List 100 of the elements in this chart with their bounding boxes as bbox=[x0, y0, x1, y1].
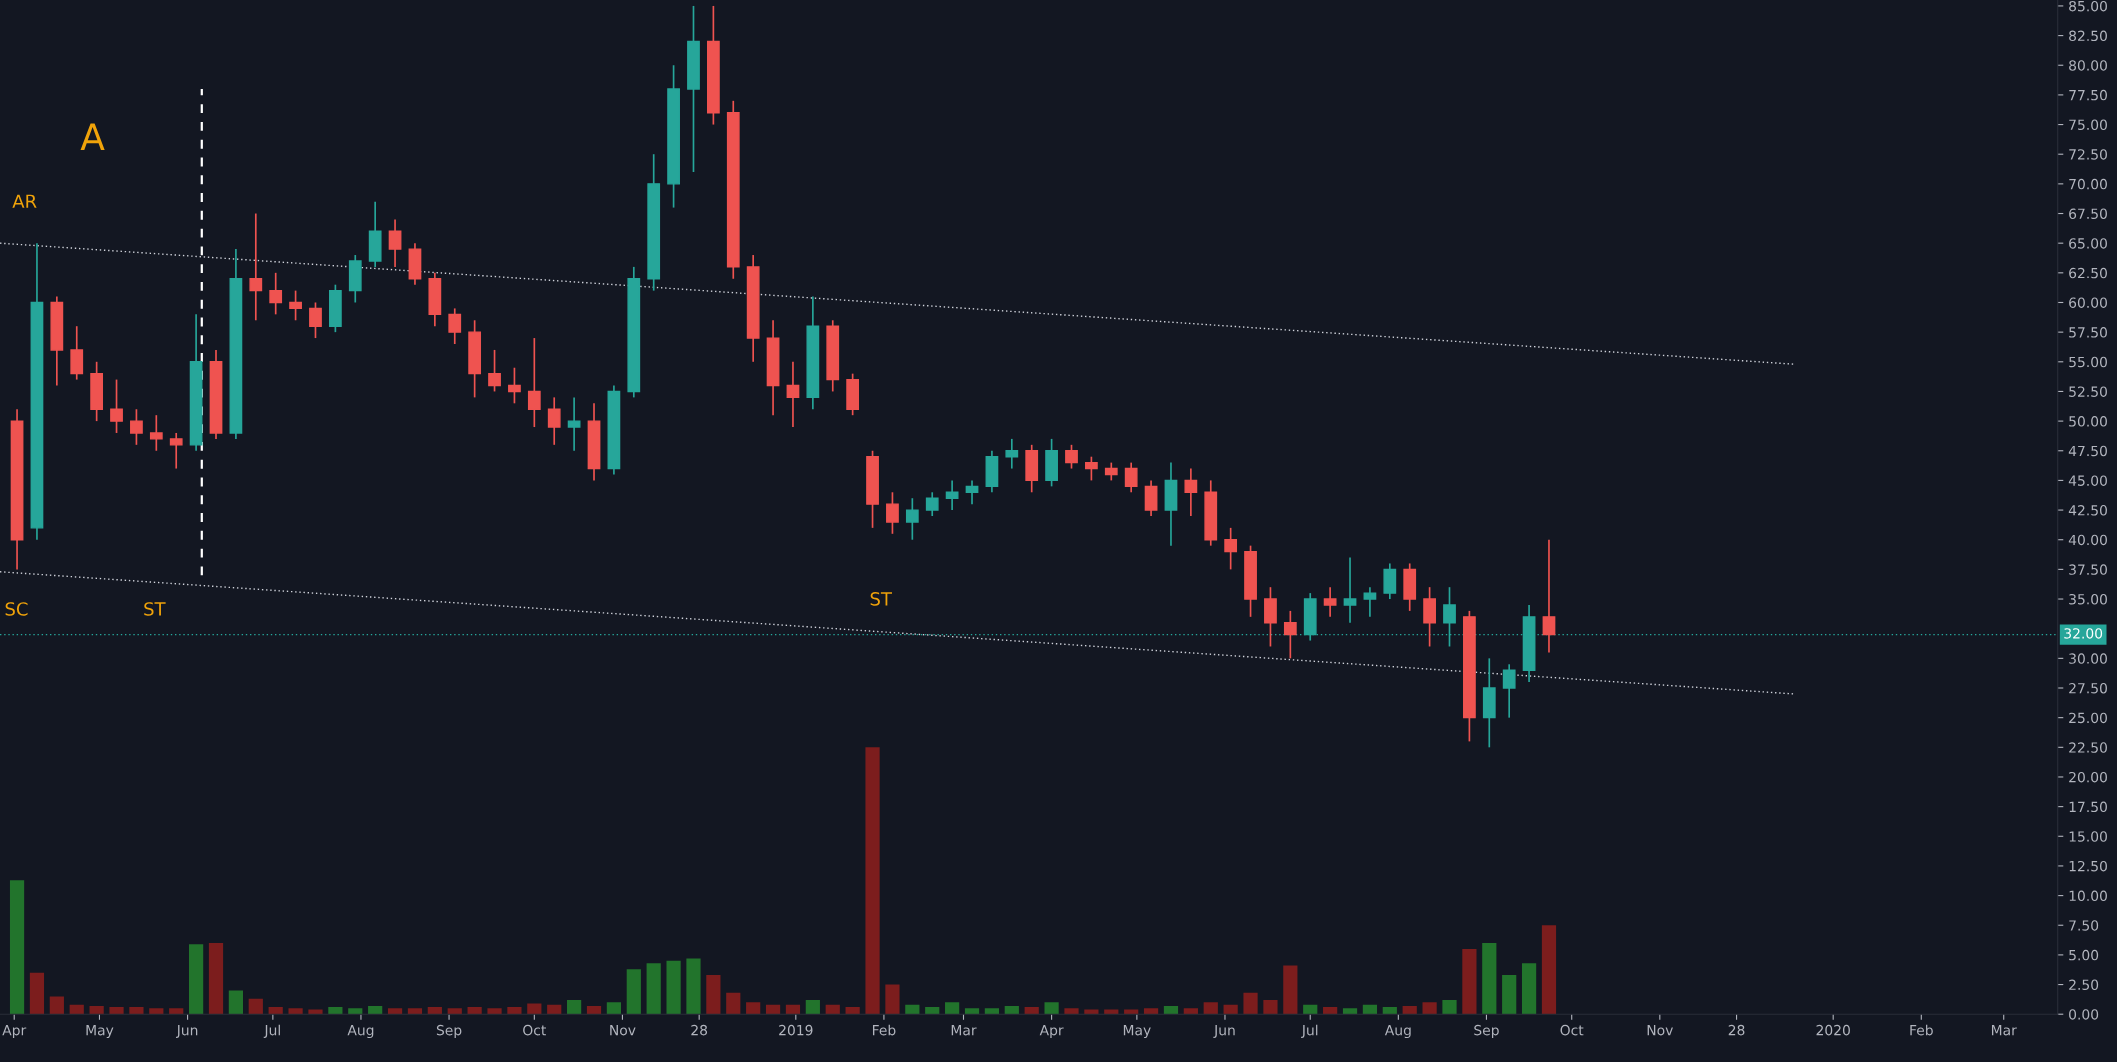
annotation: ST bbox=[144, 602, 166, 616]
x-tick-label: Feb bbox=[872, 1024, 896, 1036]
y-tick-label: 55.00 bbox=[2069, 356, 2107, 368]
bar bbox=[865, 747, 880, 1015]
bar bbox=[69, 1004, 84, 1015]
bar bbox=[805, 999, 820, 1015]
y-tick-label: 27.50 bbox=[2069, 682, 2107, 694]
candlestick bbox=[925, 491, 939, 517]
x-tick-label: Sep bbox=[436, 1024, 462, 1039]
candlestick bbox=[1323, 586, 1337, 618]
bar bbox=[1303, 1004, 1318, 1015]
y-tick-label: 37.50 bbox=[2069, 564, 2107, 575]
bar bbox=[1223, 1004, 1238, 1015]
bar bbox=[1362, 1004, 1378, 1015]
y-tick-label: 35.00 bbox=[2069, 594, 2107, 605]
bar bbox=[1442, 999, 1457, 1015]
bar bbox=[1064, 1008, 1079, 1015]
bar bbox=[1143, 1008, 1159, 1015]
bar bbox=[1521, 963, 1537, 1015]
bar bbox=[9, 880, 25, 1015]
candlestick bbox=[1502, 663, 1516, 719]
y-tick-label: 22.50 bbox=[2069, 742, 2107, 753]
bar bbox=[268, 1007, 283, 1015]
annotation: SC bbox=[5, 602, 28, 616]
bar bbox=[1183, 1008, 1198, 1015]
candlestick bbox=[1184, 467, 1198, 517]
bar bbox=[1482, 943, 1497, 1015]
candlestick bbox=[1363, 586, 1377, 618]
bar bbox=[1402, 1005, 1417, 1015]
y-tick-label: 77.50 bbox=[2069, 89, 2107, 101]
candlestick bbox=[1124, 461, 1138, 494]
candlestick bbox=[1224, 527, 1238, 571]
bar bbox=[765, 1004, 781, 1015]
x-tick-label: Apr bbox=[2, 1025, 27, 1039]
bar bbox=[1243, 992, 1258, 1015]
bar bbox=[407, 1008, 423, 1015]
ref-line-label: 32.00 bbox=[2064, 628, 2103, 639]
bar bbox=[129, 1007, 144, 1015]
bar bbox=[885, 984, 900, 1015]
candlestick bbox=[448, 307, 462, 345]
y-tick-label: 10.00 bbox=[2069, 890, 2107, 902]
x-tick-label: Nov bbox=[1647, 1025, 1673, 1036]
x-tick-label: 2020 bbox=[1816, 1024, 1850, 1036]
x-tick-label: Aug bbox=[1384, 1025, 1411, 1039]
x-tick-label: May bbox=[1123, 1025, 1151, 1039]
bar bbox=[825, 1004, 840, 1015]
x-tick-label: Feb bbox=[1910, 1024, 1933, 1036]
x-tick-label: Apr bbox=[1039, 1025, 1064, 1039]
x-tick-label: Mar bbox=[951, 1025, 977, 1036]
y-tick-label: 65.00 bbox=[2069, 238, 2107, 249]
annotation: A bbox=[80, 123, 105, 150]
candlestick bbox=[965, 479, 979, 505]
candlestick bbox=[786, 360, 800, 428]
bar bbox=[1323, 1007, 1338, 1015]
bar bbox=[1044, 1002, 1059, 1015]
bar bbox=[925, 1007, 940, 1015]
candlestick bbox=[1283, 610, 1297, 660]
candlestick bbox=[945, 479, 959, 511]
y-tick-label: 52.50 bbox=[2069, 386, 2107, 397]
bar bbox=[1104, 1009, 1119, 1015]
candlestick bbox=[547, 396, 561, 446]
bar bbox=[905, 1004, 920, 1015]
bar bbox=[487, 1008, 502, 1015]
bar bbox=[248, 998, 263, 1015]
candlestick bbox=[249, 212, 263, 322]
x-tick-label: Jun bbox=[176, 1025, 198, 1038]
y-tick-label: 17.50 bbox=[2069, 801, 2107, 813]
y-tick-label: 0.00 bbox=[2069, 1009, 2099, 1020]
x-tick-label: Nov bbox=[610, 1025, 636, 1036]
bar bbox=[686, 958, 701, 1015]
bar bbox=[726, 992, 741, 1015]
y-tick-label: 12.50 bbox=[2069, 860, 2107, 872]
candlestick bbox=[1085, 455, 1098, 482]
x-tick-label: Mar bbox=[1991, 1025, 2017, 1036]
bar bbox=[646, 963, 661, 1015]
bar bbox=[109, 1007, 124, 1015]
candlestick bbox=[1264, 586, 1277, 648]
bar bbox=[1163, 1005, 1179, 1015]
bar bbox=[1422, 1002, 1437, 1015]
bar bbox=[567, 999, 582, 1015]
bar bbox=[228, 990, 243, 1015]
bar bbox=[1502, 975, 1517, 1015]
x-tick-label: Jul bbox=[1301, 1024, 1318, 1038]
candlestick bbox=[269, 271, 283, 316]
x-tick-label: Oct bbox=[523, 1024, 546, 1036]
bar bbox=[189, 944, 204, 1015]
annotation: AR bbox=[12, 194, 37, 208]
bar bbox=[29, 972, 45, 1015]
bar bbox=[507, 1007, 522, 1015]
bar bbox=[368, 1005, 383, 1015]
bar bbox=[169, 1008, 184, 1015]
bar bbox=[1203, 1002, 1218, 1015]
y-tick-label: 25.00 bbox=[2069, 712, 2107, 724]
bar bbox=[1124, 1009, 1139, 1015]
bar bbox=[1084, 1009, 1099, 1015]
candlestick bbox=[70, 325, 84, 381]
y-tick-label: 82.50 bbox=[2069, 30, 2107, 42]
candlestick bbox=[1542, 538, 1556, 654]
bar bbox=[586, 1005, 602, 1015]
y-tick-label: 7.50 bbox=[2069, 920, 2099, 931]
